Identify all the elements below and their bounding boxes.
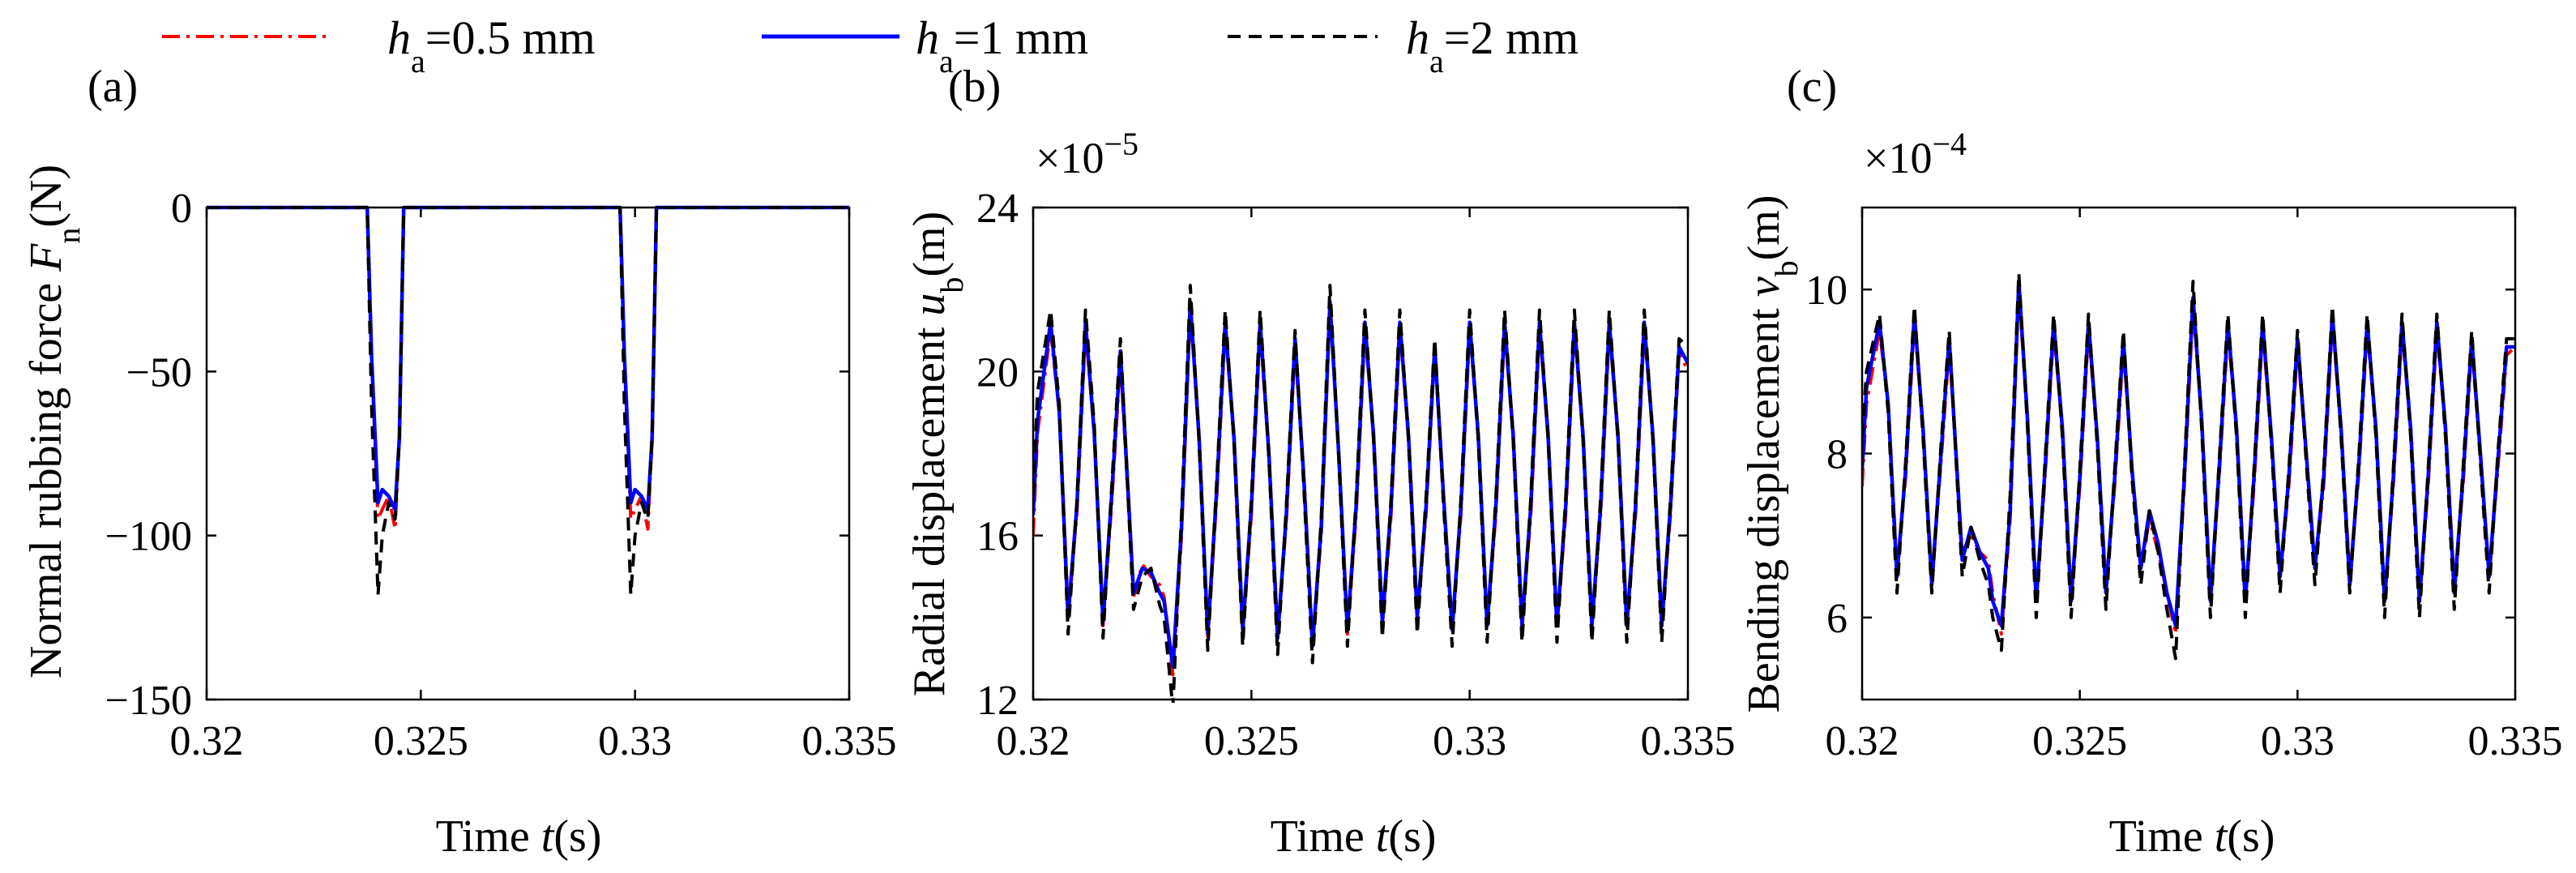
x-axis-label: Time t(s) [436, 811, 602, 862]
x-tick-label: 0.335 [2468, 718, 2563, 764]
series-line-2 [1862, 279, 2515, 628]
y-tick-label: 16 [976, 514, 1019, 560]
y-tick-label: 20 [976, 349, 1019, 396]
y-tick-label: 10 [1805, 267, 1848, 314]
legend-label: ha=0.5 mm [387, 11, 596, 79]
panel-label: (b) [948, 62, 1001, 112]
x-tick-label: 0.325 [2032, 718, 2127, 764]
x-tick-label: 0.32 [170, 718, 244, 764]
panel-label: (a) [88, 62, 138, 112]
tick-group: 0.32 0.325 0.33 0.335 24 20 16 12 [976, 186, 1736, 764]
series-line-3 [207, 206, 849, 597]
tick-group: 0.32 0.325 0.33 0.335 0 −50 −100 −150 [105, 186, 897, 764]
exponent-label: ×10−5 [1036, 126, 1138, 183]
y-tick-label: 12 [976, 678, 1019, 724]
y-axis-label: Radial displacement ub(m) [904, 212, 970, 697]
x-tick-label: 0.335 [802, 718, 897, 764]
plot-area [1862, 271, 2515, 661]
plot-area [207, 205, 849, 597]
y-tick-label: 0 [171, 186, 192, 232]
series-line-3 [1862, 271, 2515, 661]
series-line-3 [1033, 284, 1688, 703]
x-tick-label: 0.325 [1204, 718, 1299, 764]
x-tick-label: 0.335 [1641, 718, 1736, 764]
panel-a: (a) Normal rubbing force Fn(N) Time t(s)… [21, 62, 897, 862]
x-tick-label: 0.32 [1826, 718, 1899, 764]
legend-entry: ha=2 mm [1228, 11, 1578, 79]
x-tick-label: 0.325 [374, 718, 468, 764]
plot-area [1033, 284, 1688, 703]
axes-box [1860, 206, 2517, 701]
x-tick-label: 0.32 [997, 718, 1070, 764]
series-line-1 [207, 206, 849, 531]
axes-box [1032, 206, 1690, 701]
y-tick-label: −150 [105, 678, 192, 724]
y-tick-label: 8 [1826, 432, 1848, 478]
x-axis-label: Time t(s) [1271, 811, 1437, 862]
tick-group: 0.32 0.325 0.33 0.335 10 8 6 [1805, 208, 2563, 764]
y-axis-label: Bending displacement vb(m) [1739, 195, 1805, 713]
series-line-1 [1033, 304, 1688, 677]
legend-label: ha=2 mm [1406, 11, 1578, 79]
x-tick-label: 0.33 [2261, 718, 2335, 764]
panel-label: (c) [1787, 62, 1837, 112]
x-tick-label: 0.33 [598, 718, 672, 764]
y-tick-label: 24 [976, 186, 1019, 232]
legend-entry: ha=0.5 mm [162, 11, 596, 79]
legend-entry: ha=1 mm [762, 11, 1088, 79]
y-tick-label: 6 [1826, 596, 1848, 642]
panel-b: (b) ×10−5 Radial displacement ub(m) Time… [904, 62, 1736, 862]
panel-c: (c) ×10−4 Bending displacement vb(m) Tim… [1739, 62, 2563, 862]
y-tick-label: −50 [126, 349, 192, 396]
x-tick-label: 0.33 [1433, 718, 1506, 764]
legend-label: ha=1 mm [916, 11, 1088, 79]
y-tick-label: −100 [105, 514, 192, 560]
y-axis-label: Normal rubbing force Fn(N) [21, 165, 87, 678]
axes-box [205, 206, 851, 701]
exponent-label: ×10−4 [1864, 126, 1967, 183]
series-line-2 [207, 205, 849, 511]
x-axis-label: Time t(s) [2109, 811, 2275, 862]
legend: ha=0.5 mm ha=1 mm ha=2 mm [162, 11, 1578, 79]
